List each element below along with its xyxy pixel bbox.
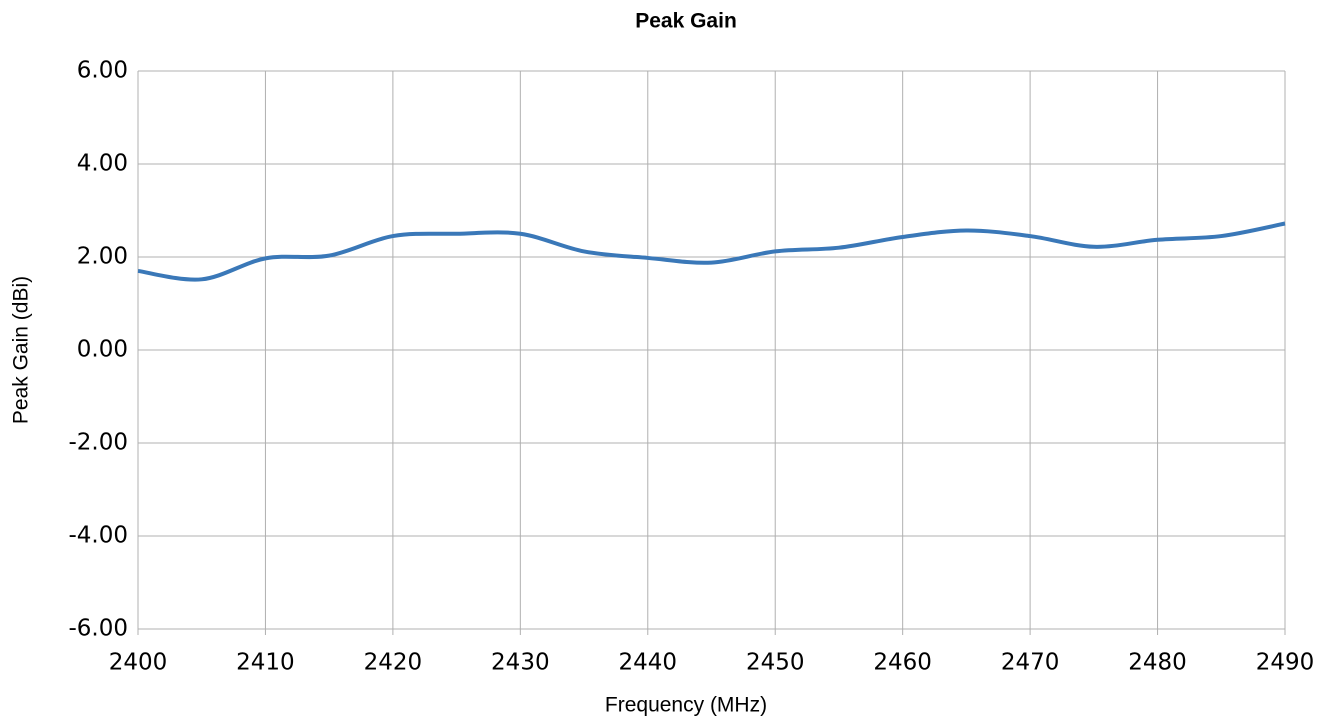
x-tick-label: 2450 xyxy=(746,650,805,676)
x-tick-label: 2440 xyxy=(619,650,678,676)
x-tick-label: 2480 xyxy=(1128,650,1187,676)
data-line xyxy=(137,221,1286,282)
y-tick-label: 4.00 xyxy=(77,151,128,177)
y-tick-label: 6.00 xyxy=(77,58,128,84)
x-tick-label: 2410 xyxy=(236,650,295,676)
y-axis-label: Peak Gain (dBi) xyxy=(10,276,33,424)
chart-title: Peak Gain xyxy=(635,10,737,33)
x-tick-label: 2420 xyxy=(364,650,423,676)
x-tick-label: 2470 xyxy=(1001,650,1060,676)
y-tick-label: -4.00 xyxy=(68,523,128,549)
y-tick-label: -6.00 xyxy=(68,616,128,642)
y-tick-label: 0.00 xyxy=(77,337,128,363)
x-tick-label: 2460 xyxy=(873,650,932,676)
x-tick-label: 2490 xyxy=(1256,650,1315,676)
x-tick-label: 2400 xyxy=(109,650,168,676)
x-axis-label: Frequency (MHz) xyxy=(605,694,767,717)
y-tick-label: -2.00 xyxy=(68,430,128,456)
x-tick-label: 2430 xyxy=(491,650,550,676)
y-tick-label: 2.00 xyxy=(77,244,128,270)
